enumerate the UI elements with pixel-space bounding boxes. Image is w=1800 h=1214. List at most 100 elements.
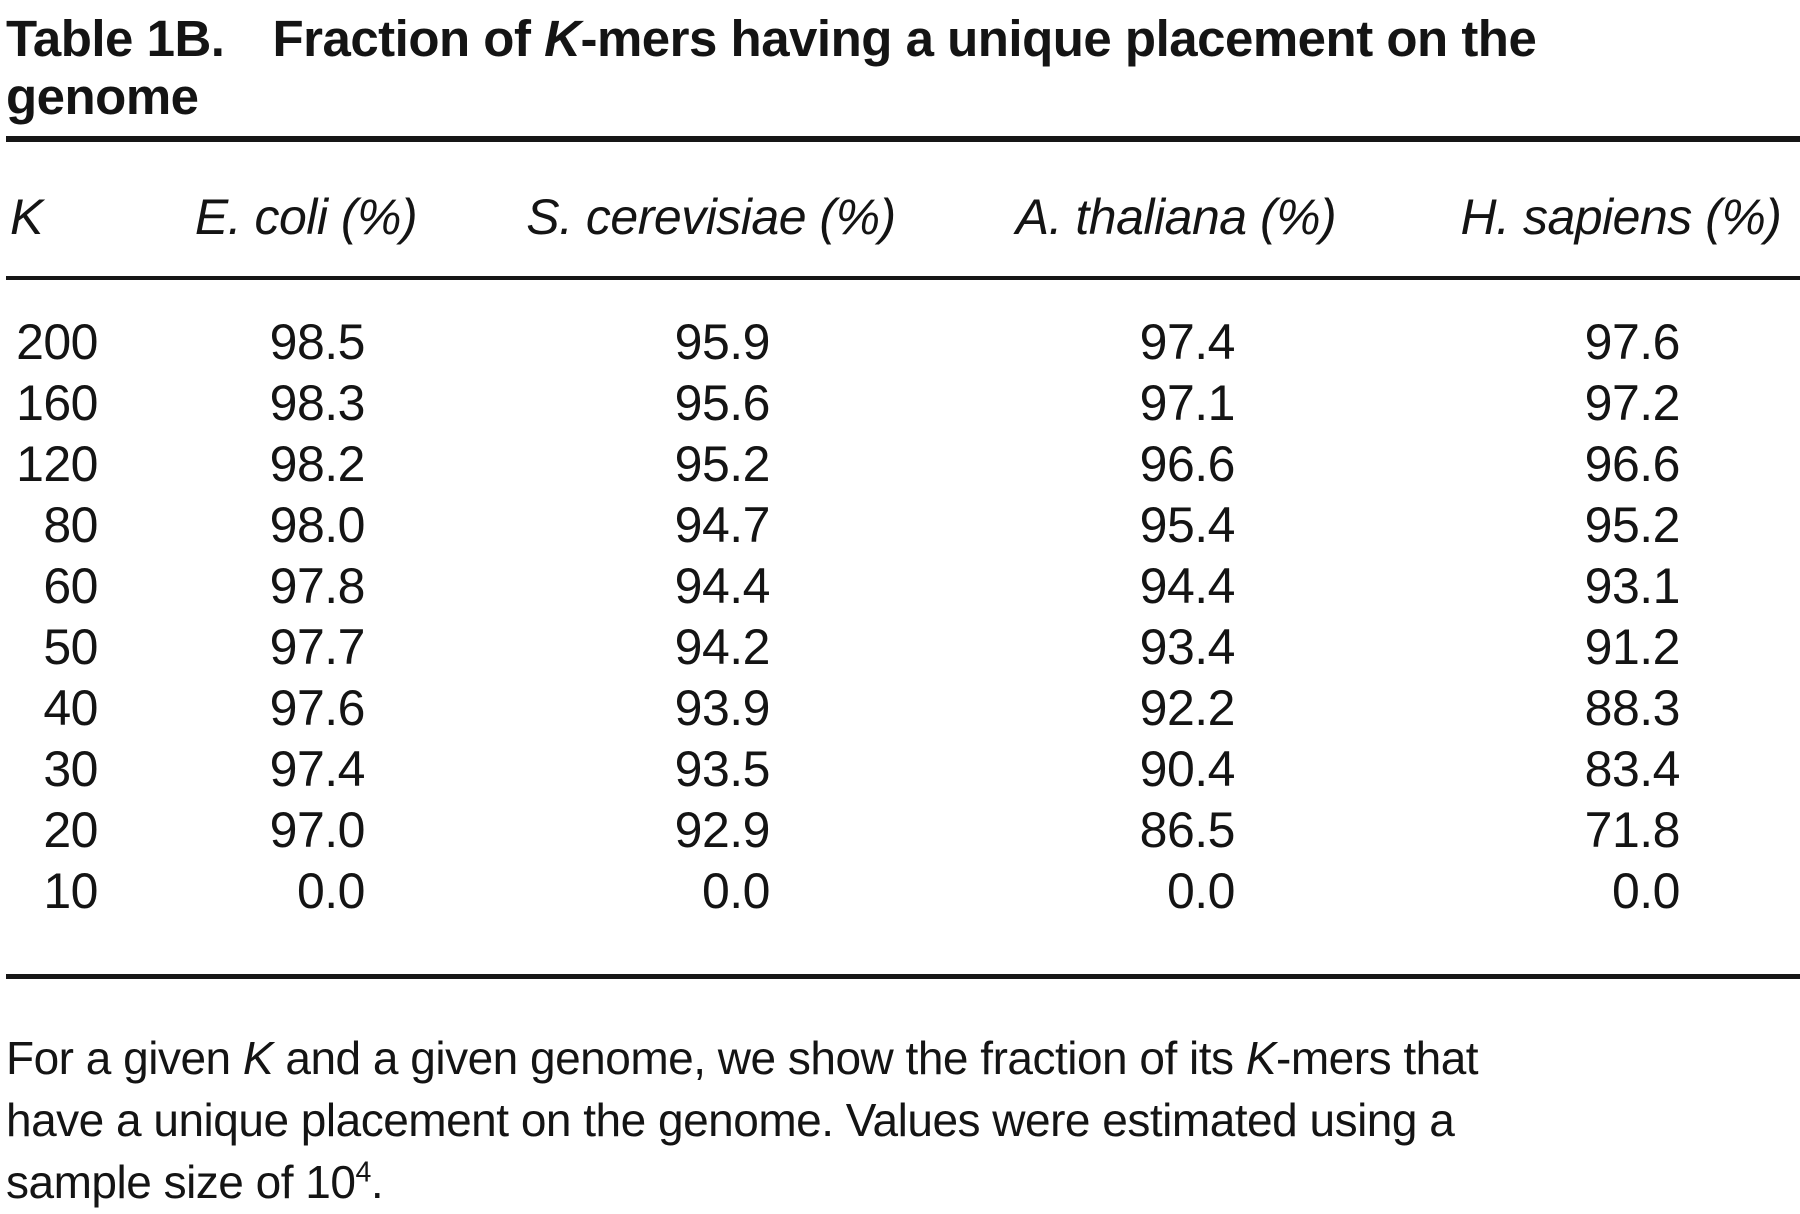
- table-cell: 0.0: [506, 861, 916, 974]
- column-header: A. thaliana (%): [916, 142, 1436, 280]
- table-row: 80 98.0 94.7 95.4 95.2: [6, 495, 1800, 556]
- text-segment: K: [242, 1032, 274, 1084]
- table-cell: 95.6: [506, 373, 916, 434]
- table-cell: 93.9: [506, 678, 916, 739]
- table-cell: 97.0: [106, 800, 506, 861]
- cell-value: 91.2: [1584, 619, 1681, 675]
- cell-value: 97.0: [269, 802, 366, 858]
- cell-value: 95.2: [1584, 497, 1681, 553]
- column-header: K: [6, 142, 106, 280]
- footnote-line: have a unique placement on the genome. V…: [6, 1089, 1800, 1151]
- cell-value: 160: [16, 375, 98, 431]
- cell-value: 96.6: [1584, 436, 1681, 492]
- table-cell: 92.2: [916, 678, 1436, 739]
- cell-value: 98.3: [269, 375, 366, 431]
- footnote-line: For a given K and a given genome, we sho…: [6, 1027, 1800, 1089]
- cell-value: 88.3: [1584, 680, 1681, 736]
- cell-value: 90.4: [1139, 741, 1236, 797]
- cell-value: 83.4: [1584, 741, 1681, 797]
- table-cell: 71.8: [1436, 800, 1800, 861]
- text-segment: For a given: [6, 1032, 243, 1084]
- table-number-label: Table 1B.: [6, 10, 225, 67]
- text-segment: -mers that: [1276, 1032, 1479, 1084]
- table-header: K E. coli (%) S. cerevisiae (%) A. thaliana…: [6, 142, 1800, 280]
- table-cell: 94.2: [506, 617, 916, 678]
- cell-value: 86.5: [1139, 802, 1236, 858]
- table-cell: 10: [6, 861, 106, 974]
- table-cell: 95.2: [1436, 495, 1800, 556]
- table-cell: 40: [6, 678, 106, 739]
- cell-value: 0.0: [296, 863, 366, 919]
- table-cell: 95.9: [506, 278, 916, 373]
- cell-value: 120: [16, 436, 98, 492]
- table-row: 200 98.5 95.9 97.4 97.6: [6, 278, 1800, 373]
- column-header: E. coli (%): [106, 142, 506, 280]
- text-segment: K: [1245, 1032, 1277, 1084]
- cell-value: 97.7: [269, 619, 366, 675]
- table-cell: 120: [6, 434, 106, 495]
- cell-value: 95.4: [1139, 497, 1236, 553]
- table-row: 160 98.3 95.6 97.1 97.2: [6, 373, 1800, 434]
- cell-value: 93.4: [1139, 619, 1236, 675]
- table-cell: 95.4: [916, 495, 1436, 556]
- column-header: H. sapiens (%): [1436, 142, 1800, 280]
- text-segment: have a unique placement on the genome. V…: [6, 1094, 1455, 1146]
- table-cell: 60: [6, 556, 106, 617]
- table-cell: 93.4: [916, 617, 1436, 678]
- table-bottom-rule: [6, 974, 1800, 979]
- table-cell: 20: [6, 800, 106, 861]
- cell-value: 96.6: [1139, 436, 1236, 492]
- cell-value: 97.2: [1584, 375, 1681, 431]
- table-cell: 50: [6, 617, 106, 678]
- table-row: 40 97.6 93.9 92.2 88.3: [6, 678, 1800, 739]
- table-cell: 200: [6, 278, 106, 373]
- table-title-line2: genome: [6, 68, 1790, 126]
- table-cell: 96.6: [916, 434, 1436, 495]
- cell-value: 92.2: [1139, 680, 1236, 736]
- table-cell: 86.5: [916, 800, 1436, 861]
- table-cell: 160: [6, 373, 106, 434]
- table-cell: 97.2: [1436, 373, 1800, 434]
- text-segment: and a given genome, we show the fraction…: [273, 1032, 1246, 1084]
- cell-value: 97.6: [1584, 314, 1681, 370]
- table-cell: 97.1: [916, 373, 1436, 434]
- cell-value: 80: [43, 497, 98, 553]
- cell-value: 20: [43, 802, 98, 858]
- table-row: 60 97.8 94.4 94.4 93.1: [6, 556, 1800, 617]
- table-top-rule: [6, 136, 1800, 142]
- cell-value: 93.9: [674, 680, 771, 736]
- table-cell: 97.6: [1436, 278, 1800, 373]
- table-cell: 97.6: [106, 678, 506, 739]
- kmer-uniqueness-table: K E. coli (%) S. cerevisiae (%) A. thaliana…: [6, 142, 1800, 974]
- cell-value: 200: [16, 314, 98, 370]
- table-cell: 88.3: [1436, 678, 1800, 739]
- table-title-line1: Table 1B. Fraction of K-mers having a uni…: [6, 10, 1790, 68]
- table-cell: 0.0: [106, 861, 506, 974]
- cell-value: 92.9: [674, 802, 771, 858]
- text-segment: sample size of 10: [6, 1156, 356, 1208]
- table-footnote: For a given K and a given genome, we sho…: [6, 1027, 1800, 1213]
- table-cell: 94.4: [916, 556, 1436, 617]
- table-cell: 93.5: [506, 739, 916, 800]
- text-segment: K: [544, 10, 581, 67]
- table-cell: 97.4: [106, 739, 506, 800]
- cell-value: 40: [43, 680, 98, 736]
- cell-value: 0.0: [1611, 863, 1681, 919]
- table-cell: 97.8: [106, 556, 506, 617]
- footnote-line: sample size of 104.: [6, 1151, 1800, 1213]
- cell-value: 10: [43, 863, 98, 919]
- cell-value: 93.5: [674, 741, 771, 797]
- cell-value: 97.1: [1139, 375, 1236, 431]
- cell-value: 98.0: [269, 497, 366, 553]
- table-row: 30 97.4 93.5 90.4 83.4: [6, 739, 1800, 800]
- cell-value: 94.7: [674, 497, 771, 553]
- cell-value: 94.4: [1139, 558, 1236, 614]
- table-row: 10 0.0 0.0 0.0 0.0: [6, 861, 1800, 974]
- table-cell: 30: [6, 739, 106, 800]
- column-header: S. cerevisiae (%): [506, 142, 916, 280]
- table-row: 50 97.7 94.2 93.4 91.2: [6, 617, 1800, 678]
- cell-value: 94.4: [674, 558, 771, 614]
- table-cell: 0.0: [1436, 861, 1800, 974]
- cell-value: 98.2: [269, 436, 366, 492]
